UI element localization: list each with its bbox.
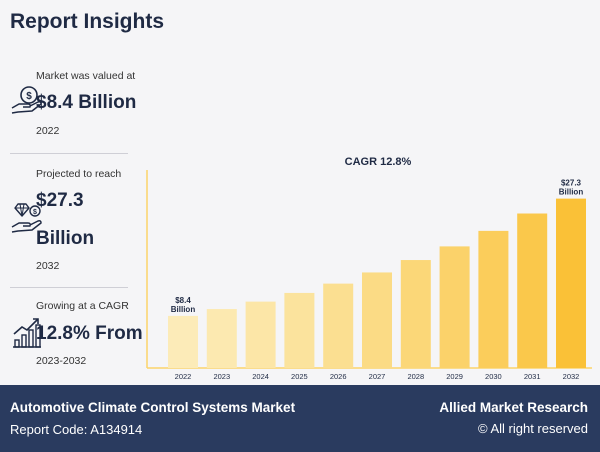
report-code: Report Code: A134914: [10, 422, 143, 437]
footer-bar: Automotive Climate Control Systems Marke…: [0, 385, 600, 452]
x-tick-label: 2027: [369, 372, 386, 381]
bar-2023: [206, 309, 237, 368]
bar-2027: [362, 272, 392, 368]
divider: [10, 287, 128, 288]
svg-text:$: $: [33, 209, 37, 216]
chart-title: CAGR 12.8%: [345, 156, 412, 168]
stat-caption: Growing at a CAGR: [36, 300, 129, 312]
money-hand-icon: $: [11, 86, 42, 114]
x-tick-label: 2023: [213, 372, 230, 381]
bar-2026: [323, 283, 354, 368]
x-tick-label: 2022: [175, 372, 192, 381]
x-tick-label: 2028: [407, 372, 424, 381]
x-tick-label: 2024: [252, 372, 269, 381]
stat-year: 2022: [36, 125, 60, 137]
bar-2029: [439, 246, 470, 368]
stat-period: 2023-2032: [36, 355, 87, 367]
svg-text:$: $: [26, 91, 32, 102]
data-label-value: $27.3: [561, 179, 582, 188]
data-label-unit: Billion: [559, 188, 584, 197]
data-label-value: $8.4: [175, 296, 191, 305]
bar-2032: [556, 198, 586, 368]
bar-2022: [168, 315, 198, 368]
bar-2025: [284, 292, 315, 368]
stat-value: 12.8% From: [36, 323, 143, 344]
x-tick-label: 2031: [524, 372, 541, 381]
data-label-unit: Billion: [171, 305, 196, 314]
page-title: Report Insights: [10, 10, 165, 33]
copyright-text: © All right reserved: [477, 421, 588, 436]
x-tick-label: 2030: [485, 372, 502, 381]
bar-2028: [400, 260, 431, 368]
stat-caption: Projected to reach: [36, 168, 122, 180]
growth-chart-icon: [13, 318, 41, 348]
stat-caption: Market was valued at: [36, 70, 136, 82]
market-bar-chart: CAGR 12.8% 2022 2023 2024 2025 2026 2027 2028 20…: [146, 156, 592, 381]
bar-2030: [478, 230, 509, 368]
report-title: Automotive Climate Control Systems Marke…: [10, 400, 296, 415]
divider: [10, 153, 128, 154]
x-tick-label: 2032: [563, 372, 580, 381]
diamond-hand-icon: $: [11, 203, 42, 233]
brand-name: Allied Market Research: [439, 400, 588, 415]
bar-2031: [517, 213, 548, 368]
x-tick-label: 2029: [446, 372, 463, 381]
x-tick-label: 2025: [291, 372, 308, 381]
stat-value-amount: $27.3: [36, 190, 84, 211]
bar-2024: [245, 301, 276, 368]
x-tick-label: 2026: [330, 372, 347, 381]
stat-value: $8.4 Billion: [36, 92, 137, 113]
stat-value-unit: Billion: [36, 228, 95, 249]
stat-year: 2032: [36, 260, 60, 272]
